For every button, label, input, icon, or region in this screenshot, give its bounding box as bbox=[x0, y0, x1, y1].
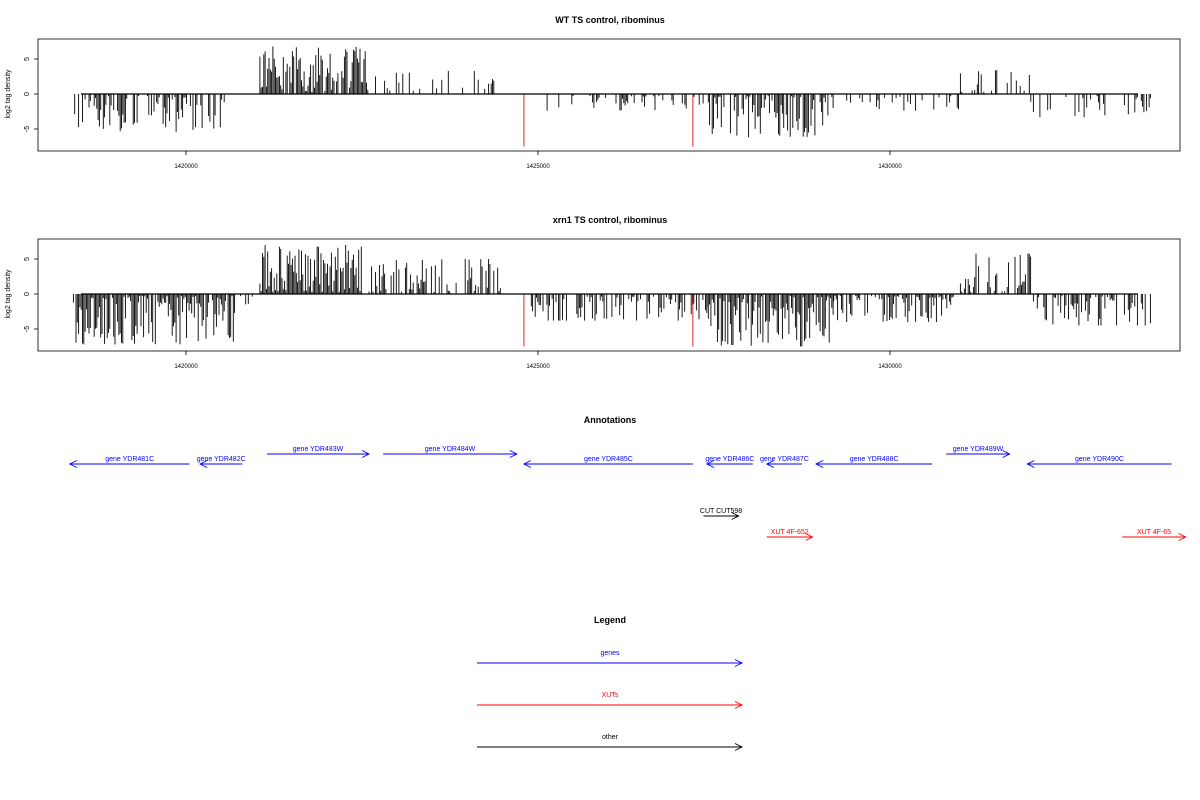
feature-arrowhead bbox=[815, 460, 824, 468]
legend-arrowhead bbox=[734, 659, 744, 667]
x-tick-label: 1430000 bbox=[878, 364, 902, 370]
feature-arrowhead bbox=[68, 460, 78, 468]
legend-label: genes bbox=[600, 650, 620, 657]
feature-arrowhead bbox=[805, 533, 814, 541]
x-tick-label: 1425000 bbox=[526, 164, 550, 170]
feature-label: gene YDR485C bbox=[584, 456, 633, 463]
feature-arrowhead bbox=[731, 512, 740, 520]
y-tick-label: 5 bbox=[24, 257, 31, 261]
legend-arrowhead bbox=[734, 701, 744, 709]
y-tick-label: 5 bbox=[24, 57, 31, 61]
feature-label: gene YDR489W bbox=[953, 446, 1004, 453]
wt-panel-ylabel: log2 tag density bbox=[5, 69, 12, 119]
wt-panel-xaxis: 1420000 1425000 1430000 bbox=[174, 151, 902, 170]
legend: Legend genes XUTs other bbox=[477, 615, 744, 751]
feature-label: gene YDR487C bbox=[760, 456, 809, 463]
xrn1-panel-bars bbox=[72, 245, 1151, 347]
wt-panel-bars bbox=[74, 46, 1151, 138]
feature-label: XUT 4F-65 bbox=[1137, 529, 1171, 536]
feature-arrowhead bbox=[1002, 450, 1011, 458]
wt-panel-title: WT TS control, ribominus bbox=[555, 15, 665, 25]
feature-arrowhead bbox=[361, 450, 371, 458]
xrn1-panel-yaxis: 5 0 -5 bbox=[24, 257, 38, 332]
x-tick-label: 1420000 bbox=[174, 164, 198, 170]
feature-label: CUT CUT598 bbox=[700, 508, 742, 515]
feature-arrowhead bbox=[522, 460, 532, 468]
wt-panel-markers bbox=[523, 94, 694, 147]
xrn1-panel-frame bbox=[37, 238, 1181, 352]
y-tick-label: 0 bbox=[24, 92, 31, 96]
feature-label: gene YDR490C bbox=[1075, 456, 1124, 463]
feature-label: gene YDR483W bbox=[293, 446, 344, 453]
x-tick-label: 1425000 bbox=[526, 364, 550, 370]
feature-arrowhead bbox=[765, 460, 775, 468]
xrn1-panel-markers bbox=[523, 294, 694, 347]
wt-panel: WT TS control, ribominus log2 tag densit… bbox=[5, 15, 1181, 170]
xrn1-panel-ylabel: log2 tag density bbox=[5, 269, 12, 319]
legend-label: other bbox=[602, 734, 619, 741]
feature-label: gene YDR484W bbox=[425, 446, 476, 453]
annotations-title: Annotations bbox=[584, 415, 637, 425]
legend-label: XUTs bbox=[602, 692, 619, 699]
feature-label: gene YDR481C bbox=[105, 456, 154, 463]
feature-label: gene YDR482C bbox=[197, 456, 246, 463]
xrn1-panel-xaxis: 1420000 1425000 1430000 bbox=[174, 351, 902, 370]
y-tick-label: 0 bbox=[24, 292, 31, 296]
wt-panel-yaxis: 5 0 -5 bbox=[24, 57, 38, 132]
xrn1-panel-title: xrn1 TS control, ribominus bbox=[553, 215, 668, 225]
y-tick-label: -5 bbox=[24, 326, 31, 332]
feature-arrowhead bbox=[509, 450, 518, 458]
annotation-features: gene YDR481C gene YDR482C gene YDR483W gene… bbox=[68, 446, 1187, 541]
feature-arrowhead bbox=[1178, 533, 1187, 541]
feature-label: XUT 4F-652 bbox=[771, 529, 809, 536]
legend-arrowhead bbox=[734, 743, 744, 751]
annotations-track: Annotations gene YDR481C gene YDR482Cgene… bbox=[68, 415, 1187, 541]
x-tick-label: 1420000 bbox=[174, 364, 198, 370]
y-tick-label: -5 bbox=[24, 126, 31, 132]
legend-entries: genes XUTs other bbox=[477, 650, 744, 751]
feature-arrowhead bbox=[705, 460, 715, 468]
legend-title: Legend bbox=[594, 615, 626, 625]
wt-panel-frame bbox=[37, 38, 1181, 152]
feature-label: gene YDR486C bbox=[705, 456, 754, 463]
feature-arrowhead bbox=[199, 460, 208, 468]
feature-arrowhead bbox=[1026, 460, 1035, 468]
feature-label: gene YDR488C bbox=[850, 456, 899, 463]
x-tick-label: 1430000 bbox=[878, 164, 902, 170]
xrn1-panel: xrn1 TS control, ribominus log2 tag dens… bbox=[5, 215, 1181, 370]
